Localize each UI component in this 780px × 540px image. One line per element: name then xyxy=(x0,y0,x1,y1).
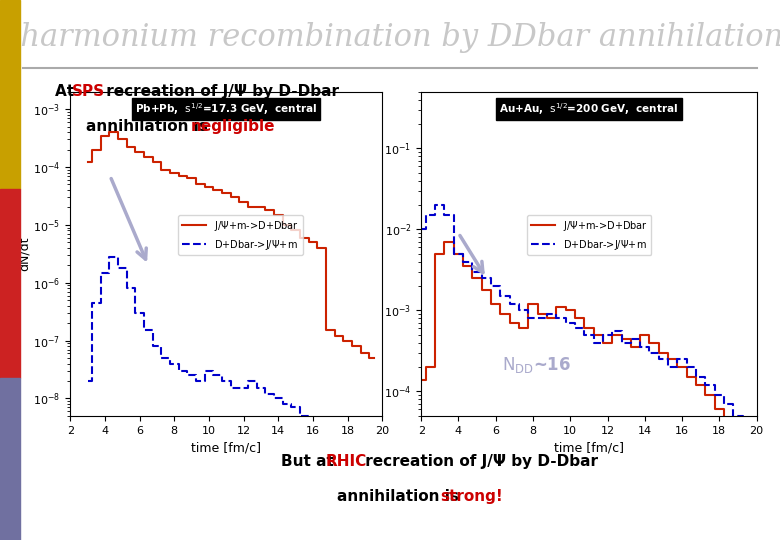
Y-axis label: dN/dt: dN/dt xyxy=(17,237,30,271)
Text: RHIC: RHIC xyxy=(326,454,367,469)
Text: recreation of J/Ψ by D-Dbar: recreation of J/Ψ by D-Dbar xyxy=(360,454,598,469)
Text: SPS: SPS xyxy=(72,84,105,99)
X-axis label: time [fm/c]: time [fm/c] xyxy=(554,441,624,454)
Text: But at: But at xyxy=(281,454,339,469)
Text: Pb+Pb,  $\mathrm{s^{1/2}}$=17.3 GeV,  central: Pb+Pb, $\mathrm{s^{1/2}}$=17.3 GeV, cent… xyxy=(135,102,317,117)
X-axis label: time [fm/c]: time [fm/c] xyxy=(191,441,261,454)
Text: negligible: negligible xyxy=(191,119,275,134)
Legend: J/$\Psi$+m->D+Dbar, D+Dbar->J/$\Psi$+m: J/$\Psi$+m->D+Dbar, D+Dbar->J/$\Psi$+m xyxy=(178,215,303,255)
Text: annihilation is: annihilation is xyxy=(86,119,213,134)
Text: $\mathrm{N_{DD}}$~16: $\mathrm{N_{DD}}$~16 xyxy=(502,355,571,375)
Text: Au+Au,  $\mathrm{s^{1/2}}$=200 GeV,  central: Au+Au, $\mathrm{s^{1/2}}$=200 GeV, centr… xyxy=(499,102,679,117)
Text: annihilation is: annihilation is xyxy=(337,489,464,504)
Text: Charmonium recombination by DDbar annihilation: Charmonium recombination by DDbar annihi… xyxy=(0,22,780,52)
Text: strong!: strong! xyxy=(441,489,503,504)
Text: recreation of J/Ψ by D-Dbar: recreation of J/Ψ by D-Dbar xyxy=(101,84,339,99)
Text: At: At xyxy=(55,84,79,99)
Legend: J/$\Psi$+m->D+Dbar, D+Dbar->J/$\Psi$+m: J/$\Psi$+m->D+Dbar, D+Dbar->J/$\Psi$+m xyxy=(526,215,651,255)
